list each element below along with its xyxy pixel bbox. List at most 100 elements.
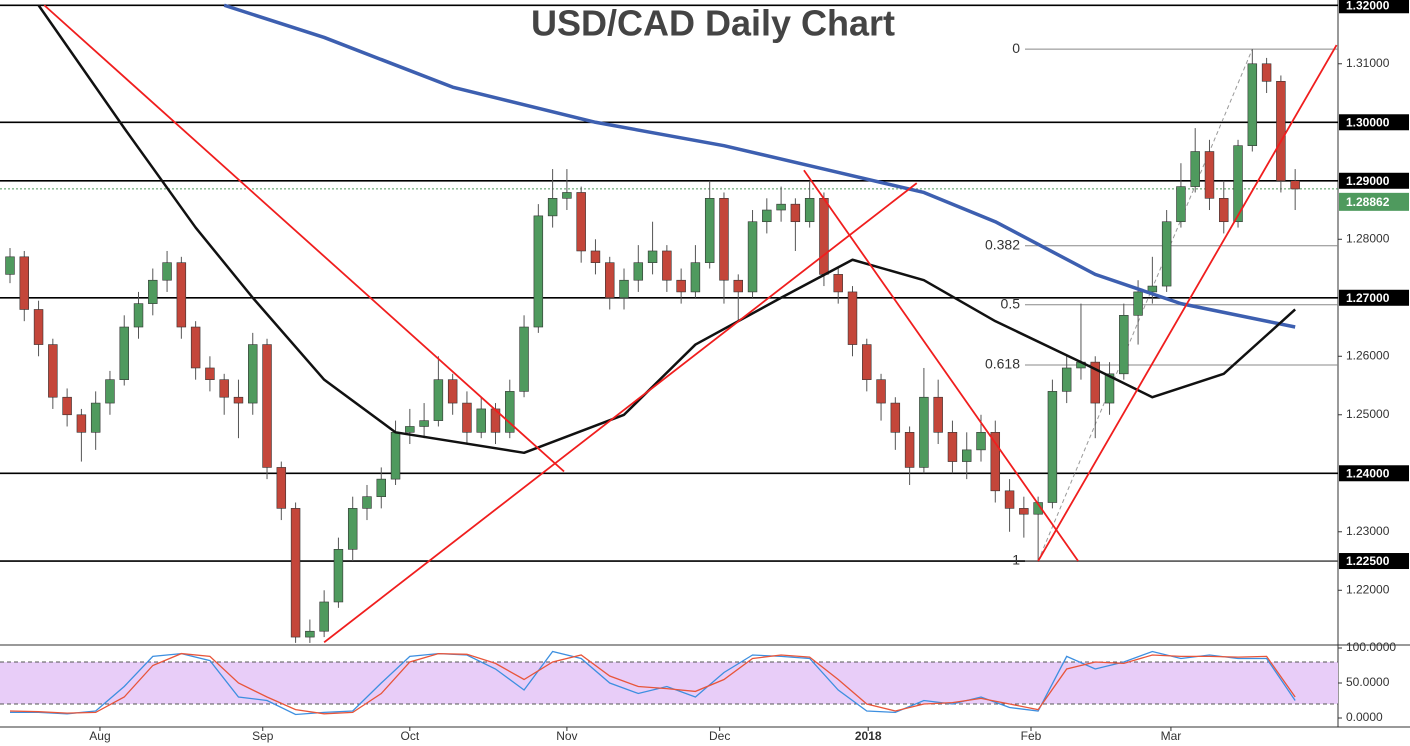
candle-body xyxy=(276,467,287,509)
candle-body xyxy=(1219,198,1229,223)
candle-body xyxy=(1119,315,1129,375)
y-tick-label: 1.25000 xyxy=(1346,407,1390,421)
chart-title: USD/CAD Daily Chart xyxy=(531,3,895,44)
candle-body xyxy=(819,198,829,275)
candle-body xyxy=(119,326,129,380)
last-price-box xyxy=(1339,192,1409,211)
level-label: 1.24000 xyxy=(1346,466,1390,480)
candle-body xyxy=(176,262,187,328)
candle-body xyxy=(33,309,44,345)
candle-body xyxy=(733,279,743,293)
candle-body xyxy=(205,367,215,380)
oscillator-tick-label: 100.0000 xyxy=(1346,640,1396,654)
x-tick-label: Nov xyxy=(556,729,577,743)
candle-body xyxy=(290,508,301,638)
level-label-box xyxy=(1339,114,1409,131)
candle-body xyxy=(890,402,901,433)
candle-body xyxy=(962,449,972,462)
candle-body xyxy=(619,279,629,299)
candle-body xyxy=(62,396,72,416)
candle-body xyxy=(405,426,415,433)
candle-body xyxy=(148,279,158,304)
x-tick-label: 2018 xyxy=(855,729,882,743)
candle-body xyxy=(376,478,386,497)
candle-body xyxy=(419,420,429,427)
fib-diagonal xyxy=(1037,48,1253,562)
candle-body xyxy=(190,326,201,369)
fib-label: 0.5 xyxy=(1001,295,1021,311)
candle-body xyxy=(1090,361,1100,404)
candle-body xyxy=(233,396,244,404)
candle-body xyxy=(447,379,458,404)
level-label-box xyxy=(1339,465,1409,482)
candle-body xyxy=(976,432,986,451)
oscillator-band xyxy=(0,662,1338,704)
candle-body xyxy=(362,496,372,509)
candle-body xyxy=(505,391,515,433)
x-tick-label: Mar xyxy=(1161,729,1182,743)
candle-body xyxy=(333,549,344,603)
candle-body xyxy=(390,432,401,480)
candle-body xyxy=(1147,285,1158,293)
candle-body xyxy=(476,408,486,433)
candle-body xyxy=(719,198,729,281)
y-tick-label: 1.31000 xyxy=(1346,56,1390,70)
level-label: 1.27000 xyxy=(1346,291,1390,305)
moving-average xyxy=(37,4,1296,455)
candle-body xyxy=(105,379,115,404)
candle-body xyxy=(747,221,758,293)
x-tick-label: Sep xyxy=(252,729,274,743)
oscillator-tick-label: 50.0000 xyxy=(1346,675,1390,689)
trendline xyxy=(323,182,918,644)
y-tick-label: 1.22000 xyxy=(1346,582,1390,596)
candle-body xyxy=(862,344,872,380)
trendline xyxy=(43,4,565,473)
x-tick-label: Dec xyxy=(709,729,730,743)
candle-body xyxy=(633,262,644,281)
level-label: 1.32000 xyxy=(1346,0,1390,12)
candle-body xyxy=(647,250,658,263)
candle-body xyxy=(1104,373,1115,404)
candle-body xyxy=(562,192,572,199)
candle-body xyxy=(262,344,272,468)
x-tick-label: Aug xyxy=(89,729,110,743)
candle-body xyxy=(1233,145,1243,223)
candle-body xyxy=(1133,291,1143,316)
x-tick-label: Oct xyxy=(400,729,419,743)
y-tick-label: 1.23000 xyxy=(1346,524,1390,538)
candle-body xyxy=(5,256,15,275)
candle-body xyxy=(533,215,544,328)
candle-body xyxy=(804,198,815,223)
candle-body xyxy=(590,250,601,263)
candle-body xyxy=(19,256,30,310)
candle-body xyxy=(1247,63,1258,146)
candle-body xyxy=(48,344,58,398)
candle-body xyxy=(904,432,915,468)
trendline xyxy=(803,169,1079,562)
candle-body xyxy=(1019,508,1029,515)
candle-body xyxy=(433,379,444,421)
candle-body xyxy=(605,262,615,299)
candle-body xyxy=(347,508,358,550)
candle-body xyxy=(990,432,1001,492)
oscillator-tick-label: 0.0000 xyxy=(1346,710,1383,724)
fib-label: 0.382 xyxy=(985,236,1020,252)
candle-body xyxy=(319,601,329,632)
candle-body xyxy=(1261,63,1272,82)
fib-label: 0 xyxy=(1012,40,1020,56)
candle-body xyxy=(133,303,144,328)
candle-body xyxy=(876,379,886,404)
fib-label: 0.618 xyxy=(985,356,1020,372)
candle-body xyxy=(704,198,715,263)
candle-body xyxy=(576,192,586,252)
candle-body xyxy=(762,209,772,223)
candle-body xyxy=(690,262,701,293)
last-price-label: 1.28862 xyxy=(1346,195,1390,209)
candle-body xyxy=(1276,81,1286,182)
candle-body xyxy=(519,326,529,392)
candle-body xyxy=(919,396,929,468)
level-label-box xyxy=(1339,553,1409,570)
level-label: 1.29000 xyxy=(1346,174,1390,188)
